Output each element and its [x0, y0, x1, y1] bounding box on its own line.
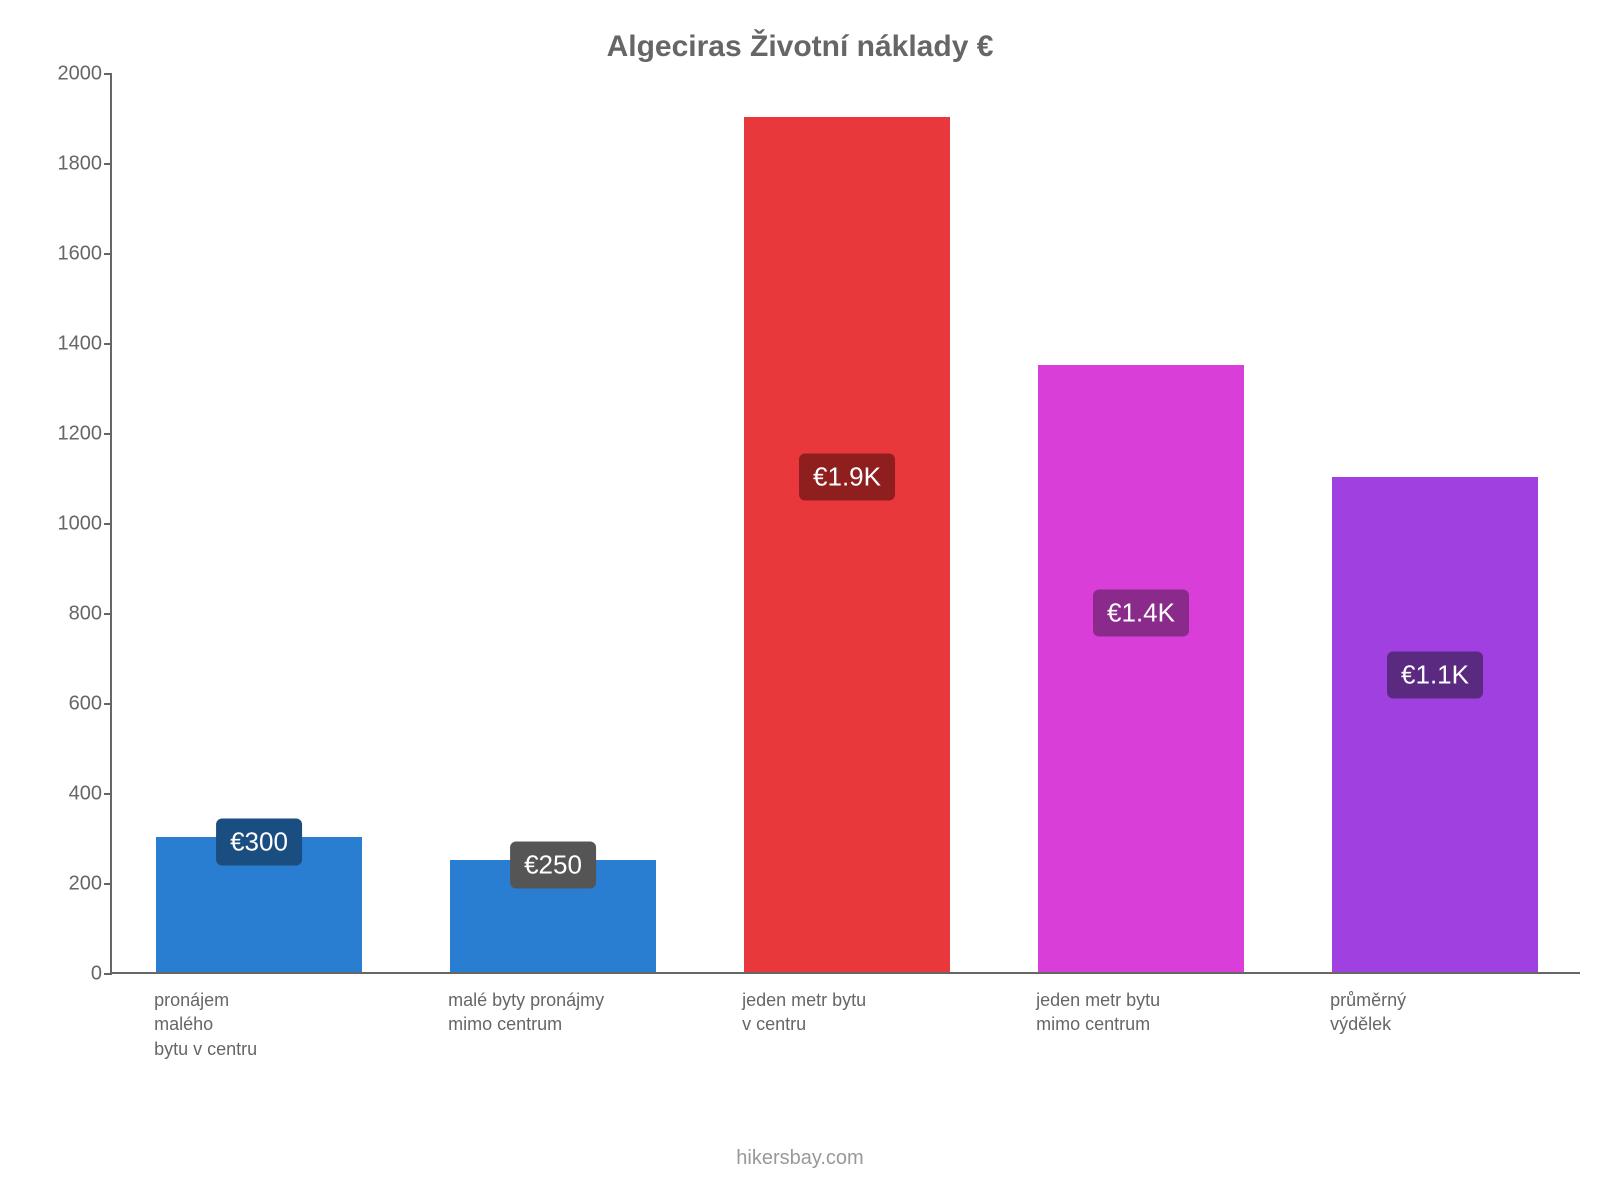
- bar-value-label: €1.1K: [1387, 651, 1483, 698]
- x-tick-label: průměrný výdělek: [1330, 988, 1536, 1037]
- bar-value-label: €1.4K: [1093, 589, 1189, 636]
- bar: [1038, 365, 1244, 973]
- bar-value-label: €250: [510, 841, 596, 888]
- y-tick-label: 600: [42, 693, 102, 716]
- x-axis-labels: pronájem malého bytu v centru malé byty p…: [110, 988, 1580, 1128]
- y-tick-mark: [104, 433, 112, 435]
- y-tick-mark: [104, 523, 112, 525]
- x-tick-label: malé byty pronájmy mimo centrum: [448, 988, 654, 1037]
- y-tick-mark: [104, 613, 112, 615]
- x-tick-label: jeden metr bytu mimo centrum: [1036, 988, 1242, 1037]
- y-tick-mark: [104, 973, 112, 975]
- bar-value-label: €300: [216, 819, 302, 866]
- y-tick-mark: [104, 73, 112, 75]
- bar: [744, 117, 950, 972]
- y-tick-label: 1200: [42, 423, 102, 446]
- plot-area: €300€250€1.9K€1.4K€1.1K 0200400600800100…: [110, 74, 1580, 974]
- bar-value-label: €1.9K: [799, 453, 895, 500]
- y-tick-label: 0: [42, 963, 102, 986]
- chart-title: Algeciras Životní náklady €: [40, 30, 1560, 64]
- y-tick-label: 200: [42, 873, 102, 896]
- y-tick-label: 1600: [42, 243, 102, 266]
- y-tick-label: 1400: [42, 333, 102, 356]
- chart-container: Algeciras Životní náklady € €300 €250 €1.9…: [0, 0, 1600, 1200]
- y-tick-mark: [104, 343, 112, 345]
- attribution-text: hikersbay.com: [0, 1147, 1600, 1170]
- y-tick-mark: [104, 253, 112, 255]
- y-tick-label: 1800: [42, 153, 102, 176]
- bar: [1332, 477, 1538, 972]
- y-tick-mark: [104, 163, 112, 165]
- bars-group: €300 €250 €1.9K €1.4K €1.1K: [112, 74, 1580, 972]
- y-tick-label: 2000: [42, 63, 102, 86]
- x-tick-label: pronájem malého bytu v centru: [154, 988, 360, 1061]
- y-tick-mark: [104, 883, 112, 885]
- y-tick-label: 1000: [42, 513, 102, 536]
- y-tick-mark: [104, 703, 112, 705]
- y-tick-label: 800: [42, 603, 102, 626]
- x-tick-label: jeden metr bytu v centru: [742, 988, 948, 1037]
- y-tick-label: 400: [42, 783, 102, 806]
- y-tick-mark: [104, 793, 112, 795]
